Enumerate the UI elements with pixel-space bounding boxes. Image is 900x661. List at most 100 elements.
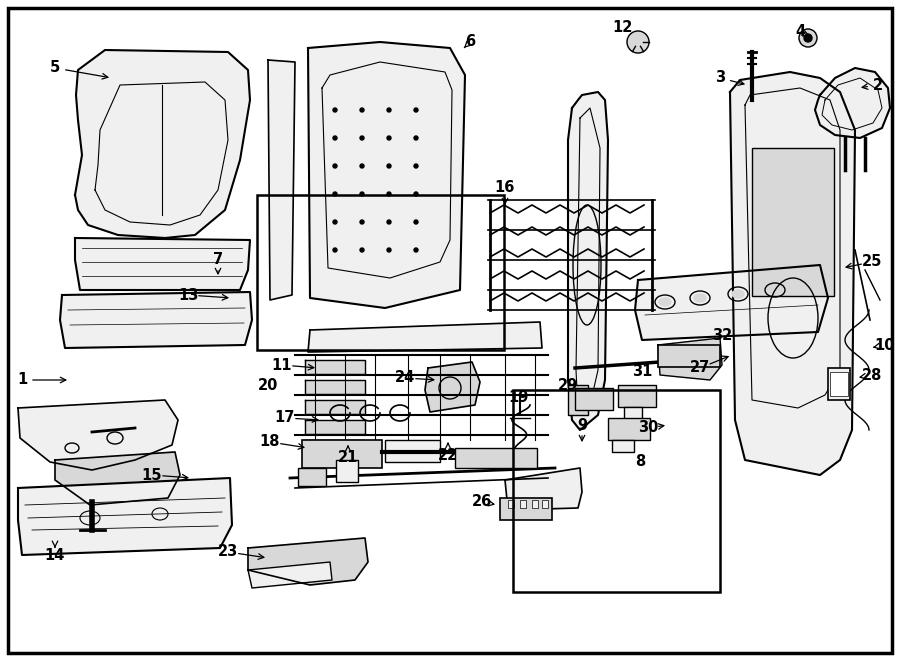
Ellipse shape (333, 192, 337, 196)
Bar (624, 407, 642, 422)
Bar (508, 500, 514, 508)
Polygon shape (18, 400, 178, 470)
Bar (520, 500, 526, 508)
Polygon shape (55, 452, 180, 505)
Text: 10: 10 (875, 338, 896, 352)
Ellipse shape (414, 220, 418, 224)
Polygon shape (268, 60, 295, 300)
Text: 30: 30 (638, 420, 658, 436)
Text: 27: 27 (690, 360, 710, 375)
Ellipse shape (360, 192, 364, 196)
Polygon shape (568, 92, 608, 430)
Ellipse shape (333, 248, 337, 252)
Ellipse shape (387, 248, 391, 252)
Polygon shape (730, 72, 855, 475)
Polygon shape (815, 68, 890, 138)
Text: 20: 20 (257, 377, 278, 393)
Bar (568, 385, 588, 415)
Text: 14: 14 (45, 547, 65, 563)
Polygon shape (305, 360, 365, 374)
Polygon shape (248, 562, 332, 588)
Bar (828, 368, 850, 400)
Ellipse shape (387, 220, 391, 224)
Ellipse shape (414, 164, 418, 168)
Text: 17: 17 (274, 410, 295, 426)
Polygon shape (248, 538, 368, 585)
Ellipse shape (360, 164, 364, 168)
Polygon shape (308, 322, 542, 352)
Text: 12: 12 (612, 20, 632, 36)
Bar (575, 388, 613, 410)
Bar (455, 448, 537, 468)
Text: 23: 23 (218, 545, 238, 559)
Text: 25: 25 (862, 254, 882, 270)
Polygon shape (308, 42, 465, 308)
Text: 4: 4 (795, 24, 806, 40)
Text: 9: 9 (577, 418, 587, 432)
Polygon shape (658, 338, 722, 380)
Bar (618, 385, 656, 407)
Ellipse shape (360, 136, 364, 140)
Ellipse shape (333, 108, 337, 112)
Ellipse shape (694, 294, 706, 302)
Text: 21: 21 (338, 451, 358, 465)
Text: 3: 3 (715, 71, 725, 85)
Ellipse shape (333, 164, 337, 168)
Ellipse shape (627, 31, 649, 53)
Ellipse shape (732, 290, 744, 298)
Polygon shape (60, 292, 252, 348)
Bar (542, 500, 548, 508)
Polygon shape (305, 440, 365, 454)
Ellipse shape (414, 108, 418, 112)
Text: 28: 28 (862, 368, 882, 383)
Text: 13: 13 (178, 288, 198, 303)
Ellipse shape (799, 29, 817, 47)
Polygon shape (425, 362, 480, 412)
Ellipse shape (360, 108, 364, 112)
Ellipse shape (414, 192, 418, 196)
Text: 1: 1 (17, 373, 27, 387)
Polygon shape (18, 478, 232, 555)
Ellipse shape (387, 164, 391, 168)
Ellipse shape (769, 286, 781, 294)
Bar (830, 372, 848, 396)
Text: 22: 22 (438, 447, 458, 463)
Bar (658, 345, 720, 367)
Polygon shape (305, 420, 365, 434)
Text: 19: 19 (508, 391, 528, 405)
Ellipse shape (360, 248, 364, 252)
Text: 26: 26 (472, 494, 492, 510)
Bar (532, 500, 538, 508)
Ellipse shape (387, 108, 391, 112)
Polygon shape (305, 400, 365, 414)
Text: 5: 5 (50, 61, 60, 75)
Ellipse shape (333, 136, 337, 140)
Bar (513, 390, 720, 592)
Text: 8: 8 (634, 455, 645, 469)
Bar (612, 440, 634, 452)
Text: 7: 7 (213, 253, 223, 268)
Text: 6: 6 (465, 34, 475, 50)
Ellipse shape (414, 248, 418, 252)
Ellipse shape (804, 34, 812, 42)
Polygon shape (505, 468, 582, 510)
Polygon shape (635, 265, 828, 340)
Text: 16: 16 (495, 180, 515, 196)
Text: 32: 32 (712, 327, 732, 342)
Text: 29: 29 (558, 377, 578, 393)
Bar (256, 195, 504, 350)
Text: 31: 31 (632, 364, 652, 379)
Polygon shape (305, 380, 365, 394)
Ellipse shape (414, 136, 418, 140)
Bar (500, 498, 552, 520)
Ellipse shape (659, 298, 671, 306)
Bar (302, 440, 382, 468)
Text: 15: 15 (142, 467, 162, 483)
Bar (608, 418, 650, 440)
Polygon shape (75, 50, 250, 238)
Bar (385, 440, 440, 462)
Text: 11: 11 (272, 358, 292, 373)
Polygon shape (75, 238, 250, 290)
Bar (336, 460, 358, 482)
Text: 24: 24 (395, 371, 415, 385)
